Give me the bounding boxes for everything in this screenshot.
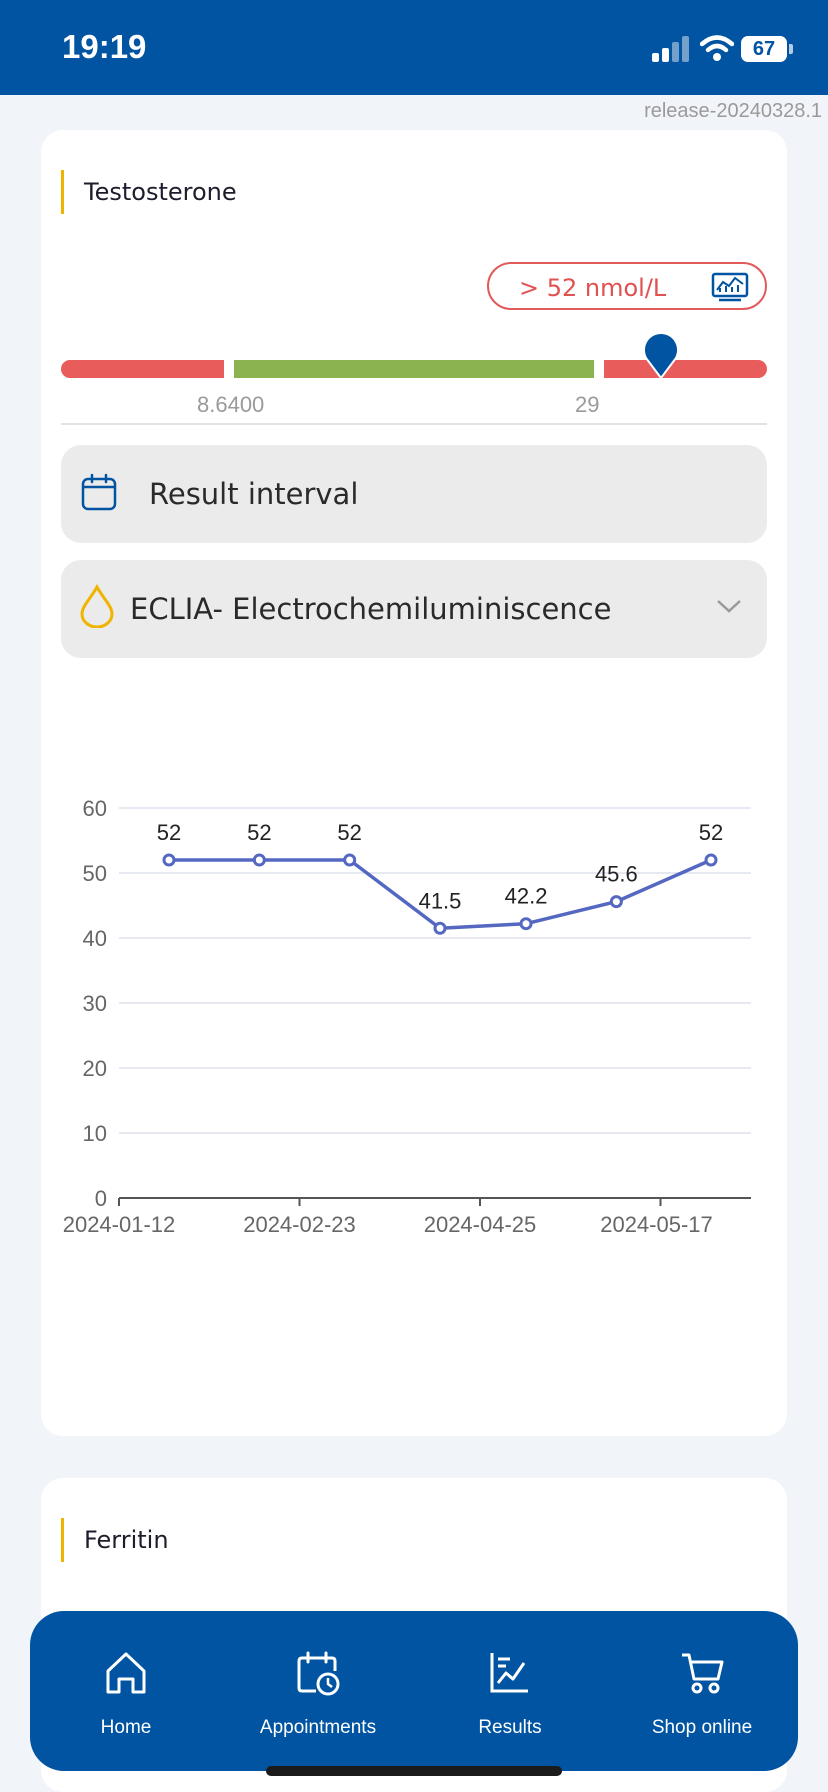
nav-results-label: Results [478,1717,542,1738]
card-title: Testosterone [61,170,237,214]
y-tick-label: 10 [83,1121,107,1146]
data-point [519,917,533,931]
data-point [433,921,447,935]
cart-icon [682,1653,724,1694]
nav-appointments-label: Appointments [259,1717,377,1738]
y-tick-label: 20 [83,1056,107,1081]
chevron-down-icon [717,600,741,613]
result-value-badge[interactable]: > 52 nmol/L [487,262,767,310]
range-low-segment [61,360,224,378]
x-tick-label: 2024-02-23 [243,1212,356,1237]
range-normal-segment [234,360,594,378]
nav-home-label: Home [100,1717,152,1738]
status-bar: 19:19 67 [0,0,828,95]
nav-results[interactable]: Results [414,1611,606,1771]
card-title: Ferritin [61,1518,169,1562]
method-label: ECLIA- Electrochemiluminiscence [130,592,612,626]
nav-shop-label: Shop online [651,1717,753,1738]
home-icon [106,1652,146,1694]
calendar-clock-icon [297,1651,340,1696]
battery-level: 67 [741,36,787,62]
data-point [252,853,266,867]
method-dropdown[interactable]: ECLIA- Electrochemiluminiscence [61,560,767,658]
x-tick-label: 2024-01-12 [63,1212,176,1237]
data-point [704,853,718,867]
y-tick-label: 40 [83,926,107,951]
value-marker-icon [643,332,679,380]
battery-icon: 67 [741,36,793,62]
divider [61,423,767,425]
testosterone-card: Testosterone > 52 nmol/L 8.6400 29 Resul… [41,130,787,1436]
range-high-segment [604,360,767,378]
bottom-navigation: Home Appointments Results Shop online [30,1611,798,1771]
build-label: release-20240328.1 [644,100,822,122]
status-time: 19:19 [62,28,147,65]
drop-icon [80,584,114,628]
data-label: 52 [247,820,271,845]
y-tick-label: 60 [83,796,107,821]
data-label: 52 [699,820,723,845]
y-tick-label: 0 [95,1186,107,1211]
wifi-icon [700,35,734,61]
data-label: 52 [337,820,361,845]
range-high-value: 29 [575,392,600,417]
cellular-signal-icon [652,36,689,62]
result-interval-button[interactable]: Result interval [61,445,767,543]
data-point [343,853,357,867]
nav-shop[interactable]: Shop online [606,1611,798,1771]
data-label: 52 [157,820,181,845]
data-point [609,895,623,909]
home-indicator [266,1766,562,1776]
data-label: 41.5 [419,888,462,913]
x-tick-label: 2024-05-17 [600,1212,713,1237]
result-interval-label: Result interval [149,477,359,511]
data-point [162,853,176,867]
testosterone-line-chart: 0 10 20 30 40 50 60 2024-01-12 2024-02-23 2024-04… [63,796,751,1237]
data-label: 45.6 [595,862,638,887]
calendar-icon [81,473,117,511]
range-low-value: 8.6400 [197,392,265,417]
nav-home[interactable]: Home [30,1611,222,1771]
result-value: > 52 nmol/L [519,274,667,302]
chart-monitor-icon[interactable] [711,272,749,302]
y-tick-label: 30 [83,991,107,1016]
results-chart-icon [490,1653,528,1693]
data-label: 42.2 [505,884,548,909]
nav-appointments[interactable]: Appointments [222,1611,414,1771]
reference-range-bar [61,360,767,378]
y-tick-label: 50 [83,861,107,886]
x-tick-label: 2024-04-25 [424,1212,537,1237]
